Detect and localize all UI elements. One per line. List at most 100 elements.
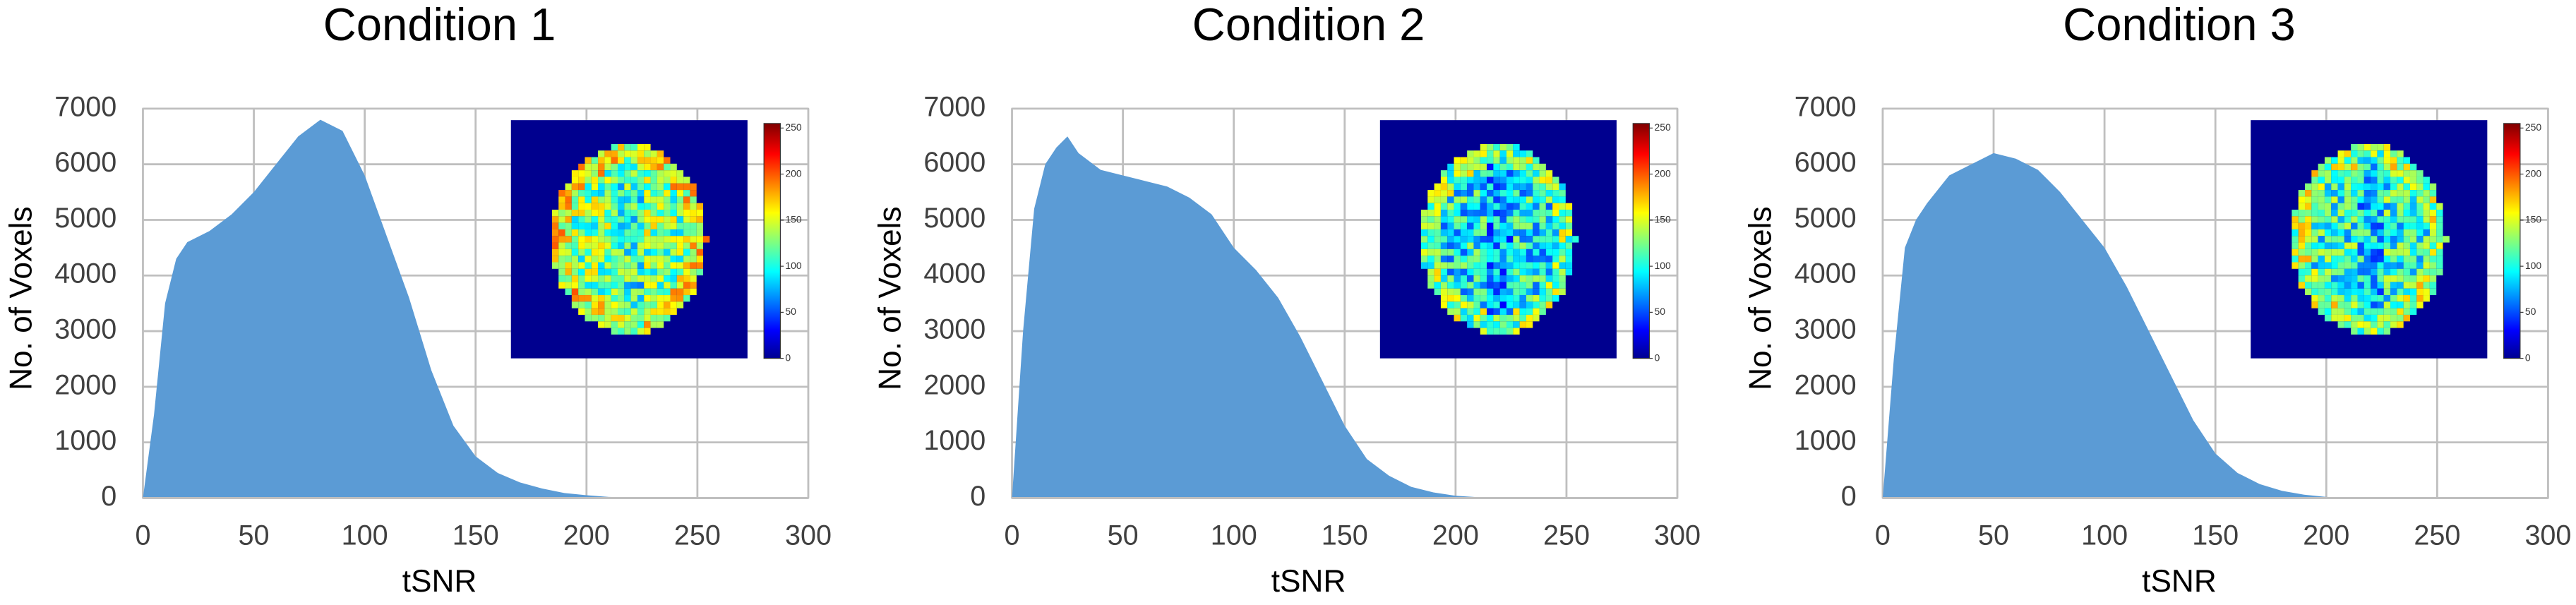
inset-pixel (630, 203, 637, 210)
inset-pixel (650, 183, 657, 191)
inset-pixel (1460, 229, 1468, 236)
inset-pixel (2377, 143, 2384, 151)
inset-pixel (683, 216, 690, 223)
inset-pixel (2390, 236, 2397, 243)
inset-pixel (1460, 314, 1468, 322)
inset-pixel (2409, 288, 2417, 296)
inset-pixel (630, 143, 637, 151)
colorbar-tick-label: 250 (785, 121, 802, 133)
inset-pixel (637, 157, 645, 164)
y-tick-label: 2000 (923, 369, 986, 400)
inset-pixel (2311, 282, 2318, 289)
inset-pixel (2409, 262, 2417, 269)
inset-pixel (637, 143, 645, 151)
inset-pixel (1499, 216, 1507, 223)
inset-pixel (676, 196, 684, 203)
inset-pixel (1473, 268, 1480, 276)
inset-pixel (1499, 190, 1507, 197)
inset-pixel (2337, 196, 2344, 203)
inset-pixel (2377, 190, 2384, 197)
inset-pixel (1467, 190, 1474, 197)
inset-pixel (618, 210, 625, 217)
inset-pixel (1539, 256, 1546, 263)
inset-pixel (1519, 150, 1526, 157)
inset-pixel (676, 183, 684, 191)
inset-pixel (2390, 157, 2397, 164)
inset-pixel (1513, 222, 1520, 229)
inset-pixel (604, 262, 611, 269)
inset-pixel (650, 229, 657, 236)
x-tick-label: 200 (2303, 520, 2349, 551)
inset-pixel (1513, 236, 1520, 243)
inset-pixel (676, 262, 684, 269)
inset-pixel (630, 229, 637, 236)
y-tick-label: 4000 (923, 258, 986, 289)
inset-pixel (2324, 222, 2332, 229)
inset-pixel (1506, 163, 1514, 171)
inset-pixel (2331, 190, 2338, 197)
inset-pixel (1559, 282, 1566, 289)
inset-pixel (2357, 275, 2364, 282)
inset-pixel (1559, 236, 1566, 243)
inset-pixel (2318, 308, 2325, 315)
inset-pixel (2337, 295, 2344, 302)
inset-pixel (2311, 242, 2318, 249)
inset-pixel (1565, 256, 1573, 263)
inset-pixel (578, 248, 585, 256)
inset-pixel (670, 248, 677, 256)
inset-pixel (1473, 236, 1480, 243)
inset-pixel (2403, 262, 2410, 269)
inset-pixel (1460, 170, 1468, 177)
inset-pixel (2416, 242, 2424, 249)
inset-pixel (2318, 236, 2325, 243)
inset-pixel (690, 222, 697, 229)
inset-pixel (1447, 229, 1454, 236)
inset-pixel (2337, 275, 2344, 282)
inset-pixel (1539, 203, 1546, 210)
inset-pixel (1565, 229, 1573, 236)
inset-pixel (1506, 157, 1514, 164)
inset-pixel (1552, 256, 1559, 263)
y-axis-label: No. of Voxels (873, 206, 907, 390)
inset-pixel (1467, 282, 1474, 289)
inset-pixel (2371, 170, 2378, 177)
inset-pixel (630, 222, 637, 229)
inset-pixel (1526, 248, 1533, 256)
inset-pixel (1559, 262, 1566, 269)
inset-pixel (578, 163, 585, 171)
inset-pixel (2371, 248, 2378, 256)
inset-pixel (2397, 321, 2404, 328)
inset-pixel (2377, 222, 2384, 229)
inset-pixel (2416, 262, 2424, 269)
inset-pixel (2331, 295, 2338, 302)
inset-pixel (1499, 176, 1507, 184)
inset-pixel (624, 163, 631, 171)
inset-pixel (683, 295, 690, 302)
inset-pixel (618, 321, 625, 328)
inset-pixel (644, 196, 651, 203)
x-tick-label: 50 (239, 520, 270, 551)
x-axis-label: tSNR (402, 564, 477, 599)
inset-pixel (2377, 229, 2384, 236)
inset-pixel (1552, 262, 1559, 269)
inset-pixel (1526, 176, 1533, 184)
inset-pixel (2357, 282, 2364, 289)
inset-pixel (1421, 222, 1428, 229)
inset-pixel (2409, 301, 2417, 309)
inset-pixel (650, 190, 657, 197)
inset-pixel (1454, 295, 1461, 302)
inset-pixel (2390, 210, 2397, 217)
inset-pixel (2390, 163, 2397, 171)
inset-pixel (1526, 150, 1533, 157)
inset-pixel (1454, 183, 1461, 191)
inset-pixel (578, 242, 585, 249)
inset-pixel (2371, 143, 2378, 151)
inset-pixel (558, 242, 565, 249)
inset-pixel (2377, 268, 2384, 276)
inset-pixel (2337, 248, 2344, 256)
inset-pixel (578, 262, 585, 269)
inset-pixel (2344, 262, 2352, 269)
inset-pixel (2364, 301, 2371, 309)
inset-pixel (1506, 242, 1514, 249)
inset-pixel (2357, 262, 2364, 269)
